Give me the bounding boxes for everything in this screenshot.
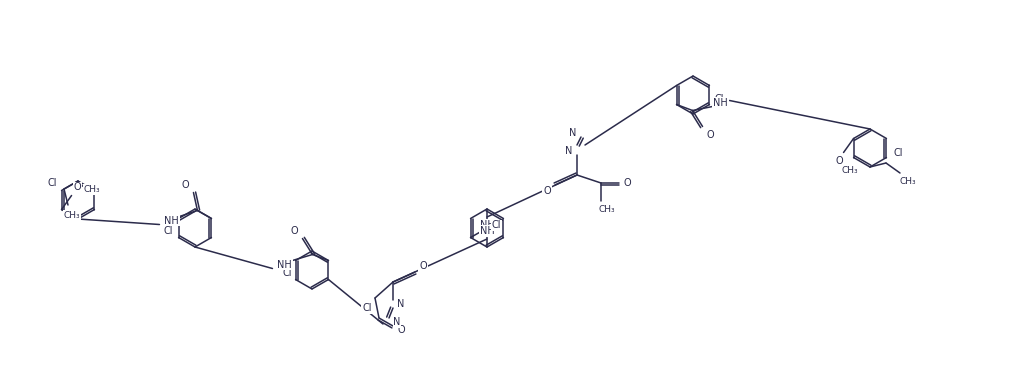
Text: Cl: Cl xyxy=(715,93,724,104)
Text: Cl: Cl xyxy=(492,220,501,231)
Text: O: O xyxy=(397,325,404,335)
Text: Cl: Cl xyxy=(283,267,292,278)
Text: O: O xyxy=(182,180,189,189)
Text: N: N xyxy=(565,146,573,156)
Text: O: O xyxy=(707,129,714,140)
Text: Cl: Cl xyxy=(893,148,902,158)
Text: N: N xyxy=(393,317,400,327)
Text: N: N xyxy=(397,299,404,309)
Text: CH₃: CH₃ xyxy=(842,166,858,175)
Text: O: O xyxy=(290,225,298,236)
Text: O: O xyxy=(419,261,427,271)
Text: NH: NH xyxy=(164,216,179,225)
Text: CH₃: CH₃ xyxy=(599,204,615,213)
Text: Cl: Cl xyxy=(362,303,371,313)
Text: Cl: Cl xyxy=(164,225,173,236)
Text: CH₃: CH₃ xyxy=(899,177,916,186)
Text: NH: NH xyxy=(480,220,494,230)
Text: O: O xyxy=(624,178,631,188)
Text: NH: NH xyxy=(713,98,728,108)
Text: O: O xyxy=(836,156,844,165)
Text: N: N xyxy=(569,128,576,138)
Text: O: O xyxy=(543,186,551,196)
Text: CH₃: CH₃ xyxy=(83,185,100,194)
Text: CH₃: CH₃ xyxy=(64,210,80,219)
Text: Cl: Cl xyxy=(47,178,57,188)
Text: NH: NH xyxy=(480,226,494,236)
Text: NH: NH xyxy=(277,260,292,270)
Text: O: O xyxy=(74,183,81,192)
